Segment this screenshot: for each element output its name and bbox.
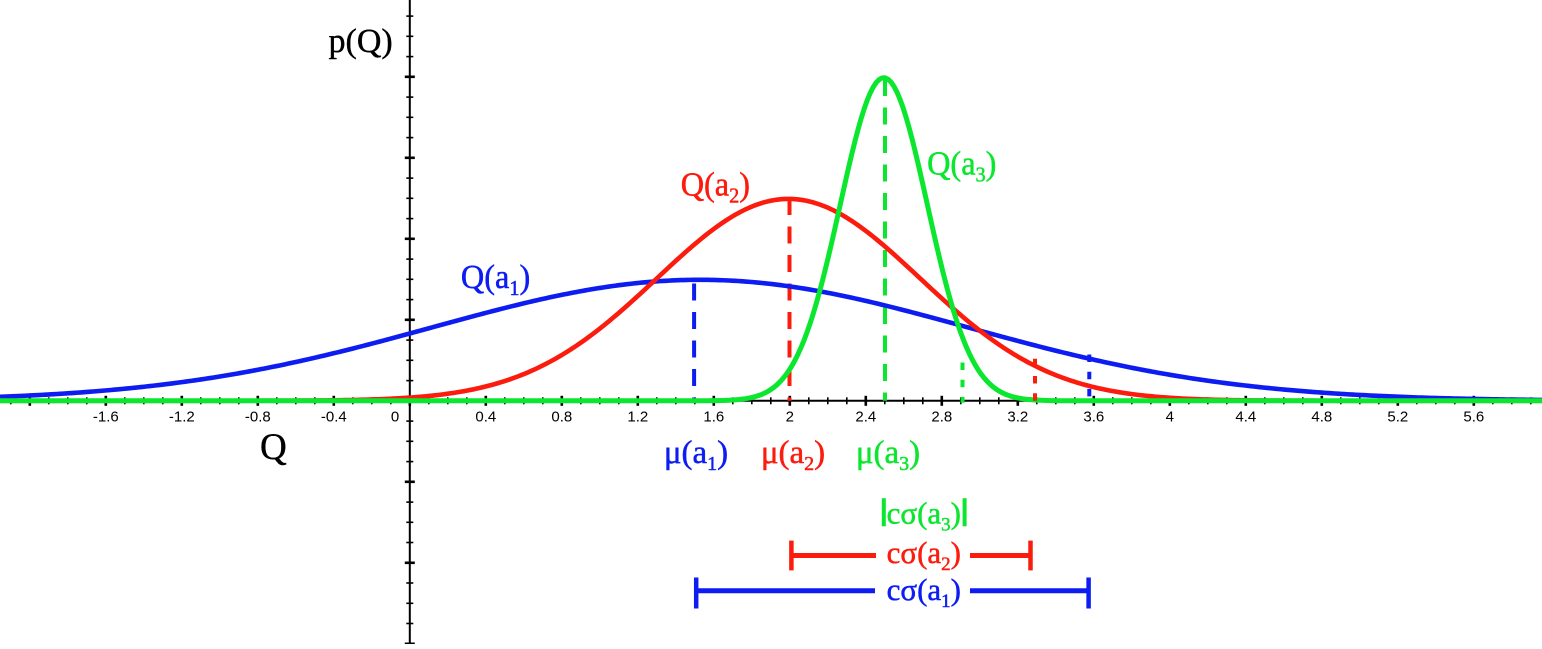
svg-text:Q(a3): Q(a3) xyxy=(927,146,996,187)
svg-text:2.8: 2.8 xyxy=(931,409,952,426)
svg-text:-1.6: -1.6 xyxy=(93,409,119,426)
svg-text:p(Q): p(Q) xyxy=(329,23,393,60)
svg-text:cσ(a3): cσ(a3) xyxy=(887,496,961,536)
svg-text:0.8: 0.8 xyxy=(551,409,572,426)
svg-text:-0.4: -0.4 xyxy=(321,409,347,426)
svg-text:2.4: 2.4 xyxy=(855,409,876,426)
svg-text:1.6: 1.6 xyxy=(703,409,724,426)
svg-text:μ(a3): μ(a3) xyxy=(856,435,920,475)
svg-text:2: 2 xyxy=(786,409,794,426)
svg-text:1.2: 1.2 xyxy=(627,409,648,426)
svg-text:5.2: 5.2 xyxy=(1387,409,1408,426)
svg-text:Q(a2): Q(a2) xyxy=(681,167,750,208)
svg-text:-0.8: -0.8 xyxy=(245,409,271,426)
svg-text:μ(a2): μ(a2) xyxy=(761,435,825,475)
svg-text:4: 4 xyxy=(1166,409,1174,426)
svg-text:μ(a1): μ(a1) xyxy=(664,435,728,475)
svg-text:Q: Q xyxy=(260,427,287,468)
svg-text:cσ(a1): cσ(a1) xyxy=(887,572,961,612)
svg-text:5.6: 5.6 xyxy=(1463,409,1484,426)
svg-text:cσ(a2): cσ(a2) xyxy=(887,535,961,575)
svg-text:Q(a1): Q(a1) xyxy=(461,260,530,301)
svg-text:0: 0 xyxy=(391,409,399,426)
svg-text:3.6: 3.6 xyxy=(1083,409,1104,426)
svg-text:4.4: 4.4 xyxy=(1235,409,1256,426)
svg-text:4.8: 4.8 xyxy=(1311,409,1332,426)
svg-text:0.4: 0.4 xyxy=(475,409,496,426)
svg-text:3.2: 3.2 xyxy=(1007,409,1028,426)
svg-text:-1.2: -1.2 xyxy=(169,409,195,426)
